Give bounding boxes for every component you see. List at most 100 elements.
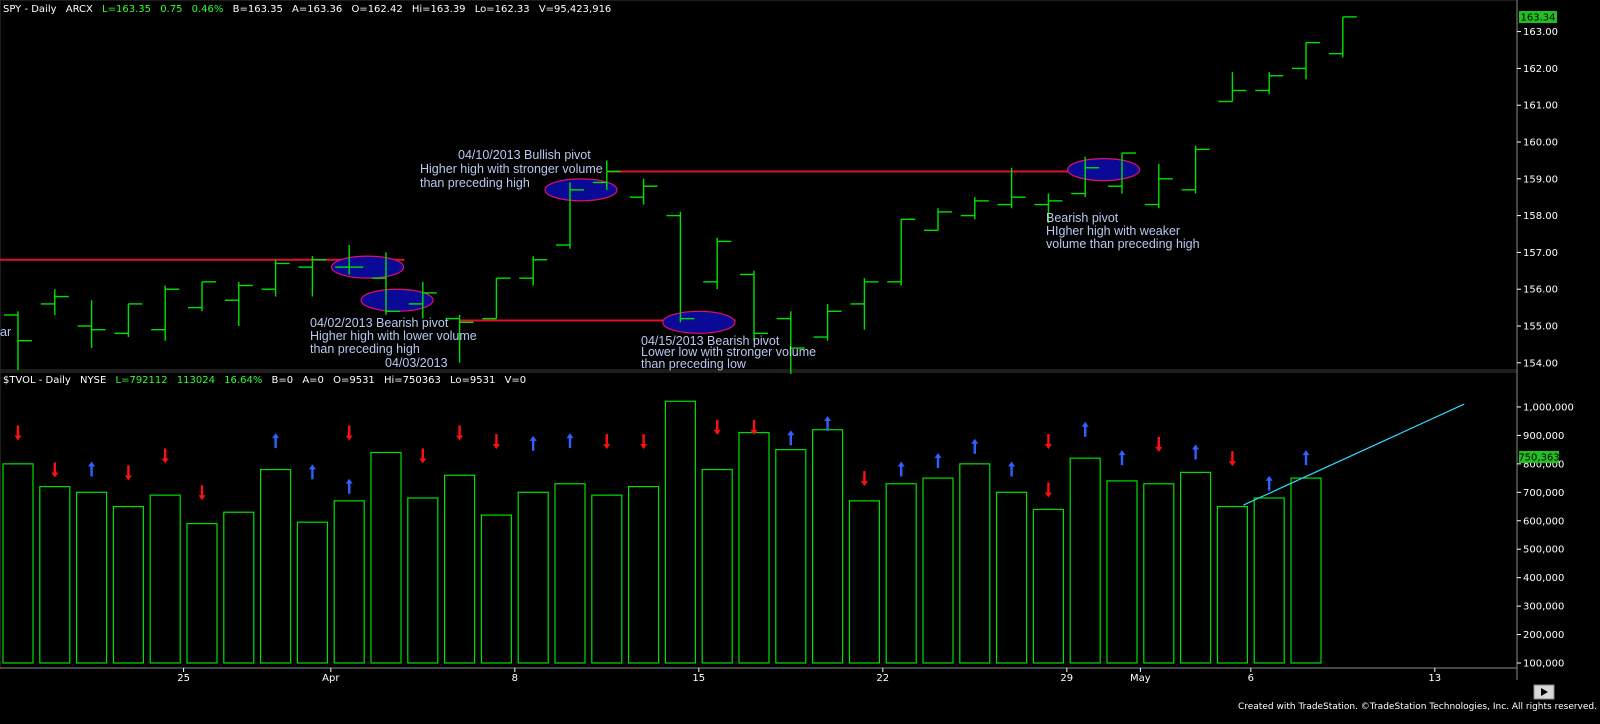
price-bar (372, 252, 400, 315)
volume-tick-label: 900,000 (1523, 431, 1564, 442)
note-bearish-0402: 04/02/2013 Bearish pivot Higher high wit… (310, 316, 480, 356)
x-tick-label: May (1130, 673, 1151, 684)
volume-tick-label: 1,000,000 (1523, 402, 1574, 413)
scroll-right-button[interactable] (1533, 684, 1555, 700)
up-arrow-icon (971, 438, 979, 454)
volume-bar (775, 449, 807, 664)
x-tick-label: 6 (1248, 673, 1254, 684)
footer-copyright: Created with TradeStation. ©TradeStation… (1238, 702, 1597, 712)
volume-bar (1290, 477, 1322, 664)
volume-bar (223, 511, 255, 664)
up-arrow-icon (566, 433, 574, 449)
volume-bars (2, 400, 1322, 664)
last-volume-tag-text: 750,363 (1518, 453, 1559, 464)
price-bar (556, 182, 584, 249)
price-tick-label: 157.00 (1523, 248, 1558, 259)
up-arrow-icon (88, 461, 96, 477)
price-bar (1181, 145, 1210, 194)
volume-tick-label: 200,000 (1523, 630, 1564, 641)
volume-bar (959, 463, 991, 664)
price-bar (924, 208, 952, 232)
volume-tick-label: 400,000 (1523, 573, 1564, 584)
volume-bar (112, 505, 145, 664)
volume-bar (591, 494, 623, 664)
volume-tick-label: 100,000 (1523, 659, 1564, 670)
volume-bar (75, 491, 108, 664)
down-arrow-icon (640, 434, 648, 450)
volume-bar (1032, 508, 1065, 664)
price-bar (1144, 164, 1173, 209)
volume-bar (995, 491, 1028, 664)
up-arrow-icon (308, 464, 316, 480)
price-bar (960, 197, 989, 220)
price-bar (4, 311, 32, 371)
down-arrow-icon (51, 462, 59, 478)
price-bar (1292, 41, 1320, 80)
note-bearish-0429: Bearish pivot HIgher high with weaker vo… (1046, 211, 1200, 251)
down-arrow-icon (14, 425, 22, 441)
up-arrow-icon (897, 461, 905, 477)
down-arrow-icon (198, 485, 206, 501)
price-tick-label: 158.00 (1523, 211, 1558, 222)
volume-y-axis: 100,000 200,000 300,000 400,000 500,000 600,0… (1517, 402, 1574, 670)
price-bar (188, 281, 216, 312)
pivot-ellipse (1066, 158, 1141, 182)
volume-bar (627, 486, 660, 664)
arrow-right-icon (1541, 688, 1548, 696)
price-bar (997, 167, 1026, 209)
up-arrow-icon (1302, 450, 1310, 466)
price-tick-label: 163.00 (1523, 27, 1558, 38)
up-arrow-icon (1192, 444, 1200, 460)
last-volume-tag: 750,363 (1518, 451, 1560, 464)
up-arrow-icon (787, 430, 795, 446)
down-arrow-icon (1044, 434, 1052, 450)
price-tick-label: 154.00 (1523, 358, 1558, 369)
price-header: SPY - Daily ARCX L=163.35 0.75 0.46% B=1… (3, 4, 611, 15)
price-bar (850, 278, 879, 330)
note-bullish-0410: 04/10/2013 Bullish pivot Higher high wit… (420, 148, 606, 190)
price-bar (592, 160, 621, 190)
up-arrow-icon (1008, 461, 1016, 477)
x-tick-label: Apr (322, 673, 340, 684)
down-arrow-icon (345, 425, 353, 441)
down-arrow-icon (419, 448, 427, 464)
price-tick-label: 161.00 (1523, 101, 1558, 112)
price-panel-frame (0, 0, 1518, 371)
down-arrow-icon (1044, 482, 1052, 498)
x-tick-label: 15 (692, 673, 705, 684)
up-arrow-icon (1118, 450, 1126, 466)
price-tick-label: 156.00 (1523, 285, 1558, 296)
volume-bar (407, 497, 439, 664)
volume-bar (922, 477, 954, 664)
volume-bar (811, 429, 844, 664)
volume-bar (370, 451, 402, 664)
volume-trendline-layer (1243, 403, 1465, 506)
price-bar (887, 218, 916, 286)
down-arrow-icon (713, 419, 721, 435)
price-y-axis: 154.00 155.00 156.00 157.00 158.00 159.00 160.… (1517, 27, 1558, 369)
price-tick-label: 162.00 (1523, 64, 1558, 75)
price-bar (445, 314, 474, 363)
volume-bar (1253, 497, 1285, 664)
price-bar (224, 281, 253, 326)
volume-bar (149, 494, 181, 664)
volume-bar (444, 474, 476, 664)
price-bar (1328, 16, 1357, 58)
down-arrow-icon (1228, 451, 1236, 467)
volume-tick-label: 600,000 (1523, 516, 1564, 527)
price-bar (519, 256, 548, 286)
x-tick-label: 13 (1428, 673, 1441, 684)
price-bars (4, 16, 1357, 374)
down-arrow-icon (1155, 436, 1163, 452)
price-tick-label: 159.00 (1523, 174, 1558, 185)
volume-bar (39, 486, 71, 664)
volume-bar (664, 400, 697, 664)
price-bar (1108, 152, 1136, 194)
price-bar (1034, 193, 1063, 223)
volume-tick-label: 500,000 (1523, 545, 1564, 556)
note-fragment: ar (0, 325, 11, 339)
price-bar (298, 256, 327, 297)
volume-bar (2, 463, 34, 664)
last-price-tag: 163.34 (1519, 11, 1557, 24)
